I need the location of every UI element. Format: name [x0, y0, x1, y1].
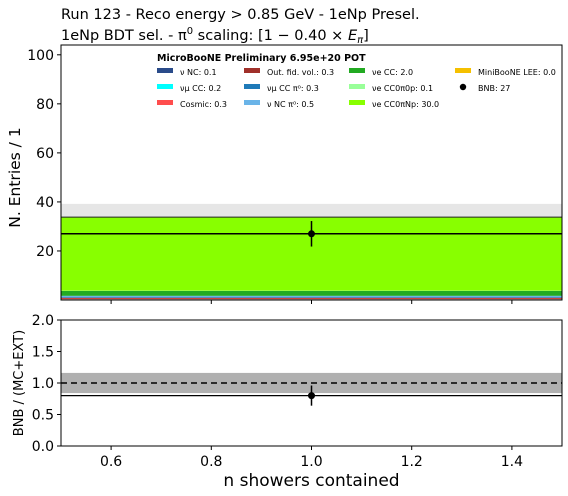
stack-bar-5 [61, 295, 562, 298]
legend-item: νμ CC π⁰: 0.3 [244, 84, 319, 93]
legend-item: Out. fid. vol.: 0.3 [244, 68, 334, 77]
main-ytick-label: 100 [27, 48, 54, 64]
legend-swatch [455, 68, 471, 73]
ratio-ytick-label: 2.0 [32, 313, 54, 329]
legend-label: MiniBooNE LEE: 0.0 [478, 68, 556, 77]
main-panel: 20 40 60 80 100 N. Entries / 1 [6, 44, 563, 304]
stack-bar-2 [61, 298, 562, 300]
legend-label: νe CC: 2.0 [372, 68, 413, 77]
legend-swatch [244, 68, 260, 73]
legend-item: BNB: 27 [459, 83, 510, 93]
ratio-panel: 0.0 0.5 1.0 1.5 2.0 0.6 0.8 1.0 1.2 1.4 BNB / (MC+… [12, 313, 563, 491]
legend-label: Out. fid. vol.: 0.3 [267, 68, 334, 77]
legend-label: νe CC0π0p: 0.1 [372, 84, 433, 93]
legend-item: ν NC π⁰: 0.5 [244, 100, 314, 109]
legend-item: νe CC: 2.0 [349, 68, 413, 77]
legend-label: ν NC π⁰: 0.5 [267, 100, 314, 109]
x-axis-label: n showers contained [223, 471, 399, 491]
legend-title: MicroBooNE Preliminary 6.95e+20 POT [157, 53, 366, 64]
legend-swatch [244, 84, 260, 89]
legend-swatch [349, 84, 365, 89]
legend-item: νμ CC: 0.2 [157, 84, 221, 93]
legend-swatch [349, 100, 365, 105]
legend: MicroBooNE Preliminary 6.95e+20 POT ν NC:… [157, 53, 556, 109]
main-ytick-label: 60 [36, 146, 54, 162]
legend-marker-data [459, 83, 467, 91]
legend-item: νe CC0πNp: 30.0 [349, 100, 439, 109]
title-line-1: Run 123 - Reco energy > 0.85 GeV - 1eNp … [61, 7, 420, 23]
legend-swatch [157, 100, 173, 105]
ratio-ytick-label: 0.0 [32, 439, 54, 455]
legend-item: MiniBooNE LEE: 0.0 [455, 68, 556, 77]
legend-item: Cosmic: 0.3 [157, 100, 227, 109]
main-ytick-label: 20 [36, 244, 54, 260]
ratio-xtick-label: 1.0 [300, 454, 322, 470]
legend-swatch [349, 68, 365, 73]
ratio-ytick-label: 0.5 [32, 408, 54, 424]
legend-swatch [157, 68, 173, 73]
legend-label: BNB: 27 [478, 84, 510, 93]
main-ylabel: N. Entries / 1 [6, 127, 24, 227]
legend-label: νμ CC: 0.2 [180, 84, 221, 93]
mc-uncertainty-band [61, 203, 562, 218]
main-ytick-label: 40 [36, 195, 54, 211]
stack-bar-3 [61, 297, 562, 299]
ratio-xtick-label: 1.2 [401, 454, 423, 470]
legend-label: νμ CC π⁰: 0.3 [267, 84, 319, 93]
legend-swatch [244, 100, 260, 105]
ratio-xtick-label: 0.8 [200, 454, 222, 470]
main-ytick-label: 80 [36, 97, 54, 113]
legend-label: νe CC0πNp: 30.0 [372, 100, 439, 109]
legend-item: ν NC: 0.1 [157, 68, 217, 77]
stack-bar-4 [61, 297, 562, 298]
ratio-ylabel: BNB / (MC+EXT) [12, 330, 27, 436]
ratio-xtick-label: 0.6 [100, 454, 122, 470]
title-line-2: 1eNp BDT sel. - π0 scaling: [1 − 0.40 × … [61, 26, 369, 46]
ratio-ytick-label: 1.0 [32, 376, 54, 392]
ratio-xtick-label: 1.4 [501, 454, 523, 470]
legend-swatch [157, 84, 173, 89]
legend-label: Cosmic: 0.3 [180, 100, 227, 109]
legend-item: νe CC0π0p: 0.1 [349, 84, 433, 93]
data-point [308, 230, 315, 238]
ratio-point [308, 392, 315, 400]
ratio-ytick-label: 1.5 [32, 345, 54, 361]
stack-bar-6 [61, 290, 562, 296]
legend-label: ν NC: 0.1 [180, 68, 217, 77]
